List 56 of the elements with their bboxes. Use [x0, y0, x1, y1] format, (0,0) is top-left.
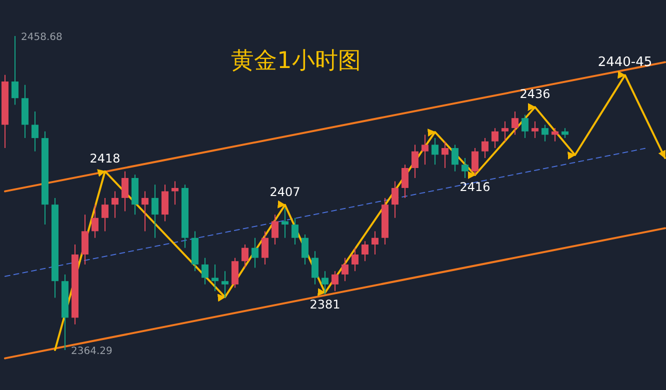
candlestick	[372, 230, 378, 255]
candlestick	[262, 230, 268, 265]
annotation: 2381	[310, 298, 340, 312]
candlestick	[92, 204, 98, 238]
candlestick	[142, 190, 148, 232]
candlestick	[312, 250, 318, 285]
candlestick	[352, 247, 358, 272]
annotation: 2416	[460, 180, 490, 194]
candlestick	[542, 124, 548, 142]
candlestick	[282, 207, 288, 238]
candlestick	[452, 144, 458, 172]
candlestick	[422, 134, 428, 166]
candlestick	[412, 144, 418, 178]
candlestick	[162, 184, 168, 222]
candlestick	[512, 110, 518, 136]
candlestick	[152, 184, 158, 238]
candlestick	[432, 138, 438, 166]
candlestick	[172, 180, 178, 206]
candlestick	[402, 164, 408, 198]
text: 黄金1小时图	[231, 48, 361, 74]
candlestick	[202, 257, 208, 285]
annotation: 2440-45	[598, 55, 652, 70]
candlestick	[102, 197, 108, 232]
candlestick	[492, 128, 498, 149]
candlestick	[462, 158, 468, 178]
annotation: 2364.29	[71, 346, 112, 357]
candlestick	[362, 240, 368, 262]
candlestick	[32, 110, 38, 152]
candlestick	[212, 264, 218, 292]
candlestick	[562, 128, 568, 139]
candlestick	[122, 170, 128, 212]
candlestick	[82, 214, 88, 265]
candlestick	[252, 237, 258, 268]
candlestick	[482, 138, 488, 159]
candlestick	[532, 120, 538, 139]
candlestick	[12, 36, 18, 106]
candlestick	[222, 270, 228, 298]
candlestick	[392, 180, 398, 218]
candlestick	[502, 120, 508, 142]
candlestick	[242, 244, 248, 268]
candlestick	[322, 270, 328, 295]
candlestick	[292, 217, 298, 246]
candlestick	[342, 257, 348, 282]
annotation: 2436	[520, 87, 550, 102]
candlestick	[522, 114, 528, 139]
candlestick	[472, 148, 478, 176]
candlestick	[442, 140, 448, 168]
candlestick	[302, 234, 308, 265]
annotation: 2418	[90, 151, 120, 166]
candlestick	[552, 128, 558, 142]
candlestick	[272, 214, 278, 246]
candlestick	[332, 270, 338, 292]
annotation: 2407	[270, 184, 300, 199]
annotation: 2458.68	[21, 32, 62, 43]
candlestick	[112, 190, 118, 218]
candlestick	[232, 257, 238, 288]
